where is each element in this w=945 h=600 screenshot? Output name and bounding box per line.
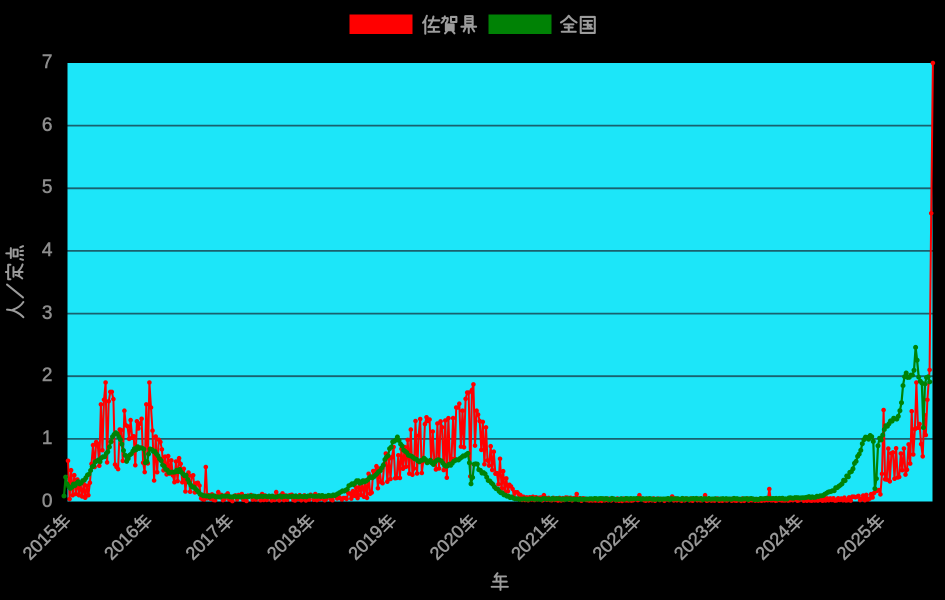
svg-text:2025: 2025 (833, 521, 875, 563)
svg-text:2023: 2023 (670, 521, 712, 563)
svg-text:2015: 2015 (19, 521, 61, 563)
svg-text:2016: 2016 (100, 521, 142, 563)
svg-text:2022: 2022 (589, 521, 631, 563)
svg-text:2019: 2019 (344, 521, 386, 563)
svg-text:2018: 2018 (263, 521, 305, 563)
svg-text:2017: 2017 (182, 521, 224, 563)
svg-text:2024: 2024 (751, 521, 793, 563)
svg-text:2020: 2020 (426, 521, 468, 563)
svg-text:2021: 2021 (507, 521, 549, 563)
